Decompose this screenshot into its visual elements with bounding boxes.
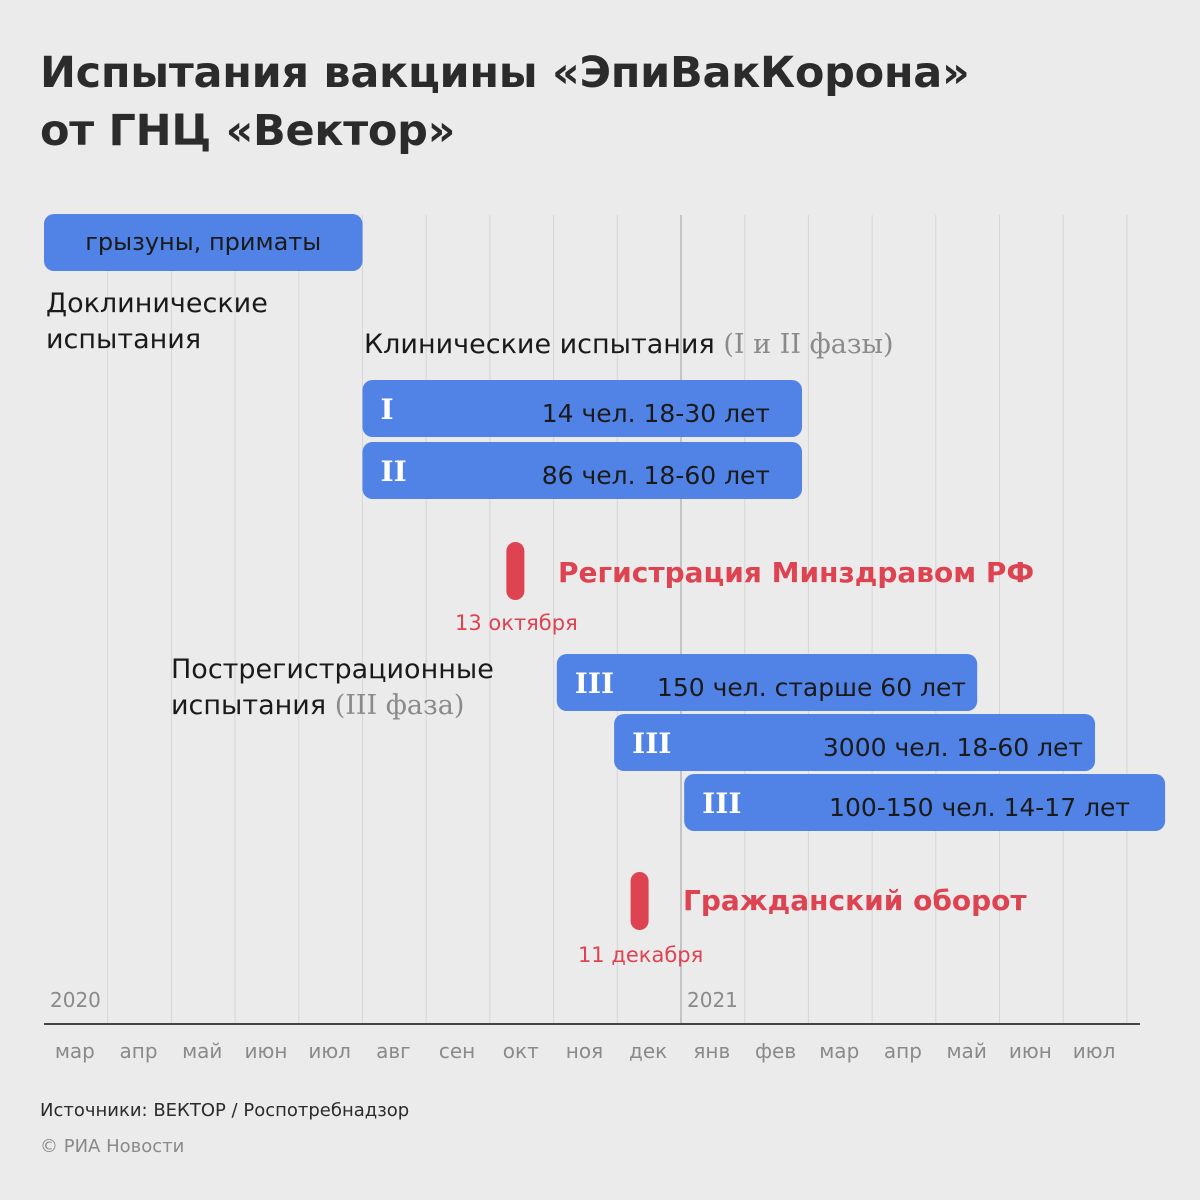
- bar-label: грызуны, приматы: [85, 228, 321, 256]
- phase-numeral: III: [575, 667, 614, 700]
- year-label: 2020: [50, 988, 101, 1012]
- year-label: 2021: [687, 988, 738, 1012]
- month-tick-label: янв: [693, 1039, 730, 1063]
- postregistration-label: Пострегистрационные испытания (III фаза): [171, 652, 494, 724]
- preclinical-label: Доклинические испытания: [46, 286, 268, 358]
- title-line-2: от ГНЦ «Вектор»: [40, 106, 456, 156]
- month-tick-label: фев: [755, 1039, 796, 1063]
- month-tick-label: июл: [1073, 1039, 1116, 1063]
- month-tick-label: июн: [1009, 1039, 1052, 1063]
- phase-numeral: III: [702, 787, 741, 820]
- event-marker: [630, 872, 649, 930]
- source-note: Источники: ВЕКТОР / Роспотребнадзор: [40, 1100, 410, 1121]
- phase-numeral: II: [381, 455, 407, 488]
- clinical-label-main: Клинические испытания: [364, 329, 715, 360]
- phase-bar: [44, 214, 363, 271]
- phase-bar: [362, 442, 803, 499]
- phase-bar: [614, 714, 1096, 771]
- month-tick-label: авг: [376, 1039, 411, 1063]
- month-tick-label: май: [182, 1039, 222, 1063]
- phase-numeral: I: [381, 393, 394, 426]
- month-tick-label: апр: [120, 1039, 158, 1063]
- postregistration-label-main: испытания: [171, 690, 327, 721]
- postregistration-label-phase: (III фаза): [334, 690, 465, 721]
- event-civil-circulation-label: Гражданский оборот: [683, 884, 1027, 917]
- phase-bar: [556, 654, 978, 711]
- month-tick-label: июн: [244, 1039, 287, 1063]
- bar-label: 150 чел. старше 60 лет: [657, 673, 966, 702]
- event-registration-label: Регистрация Минздравом РФ: [558, 556, 1035, 589]
- event-marker: [506, 542, 525, 600]
- bar-label: 3000 чел. 18-60 лет: [823, 733, 1083, 762]
- bar-label: 14 чел. 18-30 лет: [542, 399, 770, 428]
- page-title: Испытания вакцины «ЭпиВакКорона» от ГНЦ …: [40, 44, 970, 160]
- month-tick-label: дек: [629, 1039, 667, 1063]
- event-date-label: 11 декабря: [578, 943, 703, 967]
- month-tick-label: июл: [308, 1039, 351, 1063]
- month-tick-label: сен: [439, 1039, 475, 1063]
- month-tick-label: ноя: [566, 1039, 603, 1063]
- phase-numeral: III: [632, 727, 671, 760]
- clinical-label-phase: (I и II фазы): [723, 329, 894, 360]
- preclinical-label-line-1: Доклинические: [46, 288, 268, 319]
- clinical-label: Клинические испытания (I и II фазы): [364, 327, 894, 363]
- month-tick-label: апр: [884, 1039, 922, 1063]
- bar-label: 86 чел. 18-60 лет: [542, 461, 770, 490]
- postregistration-label-line-1: Пострегистрационные: [171, 654, 494, 685]
- month-tick-label: мар: [819, 1039, 859, 1063]
- phase-bar: [684, 774, 1166, 831]
- event-date-label: 13 октября: [455, 611, 578, 635]
- month-tick-label: мар: [55, 1039, 95, 1063]
- bar-label: 100-150 чел. 14-17 лет: [829, 793, 1130, 822]
- title-line-1: Испытания вакцины «ЭпиВакКорона»: [40, 48, 970, 98]
- copyright-note: © РИА Новости: [40, 1136, 185, 1157]
- month-tick-label: май: [946, 1039, 986, 1063]
- month-tick-label: окт: [503, 1039, 539, 1063]
- phase-bar: [362, 380, 803, 437]
- preclinical-label-line-2: испытания: [46, 324, 202, 355]
